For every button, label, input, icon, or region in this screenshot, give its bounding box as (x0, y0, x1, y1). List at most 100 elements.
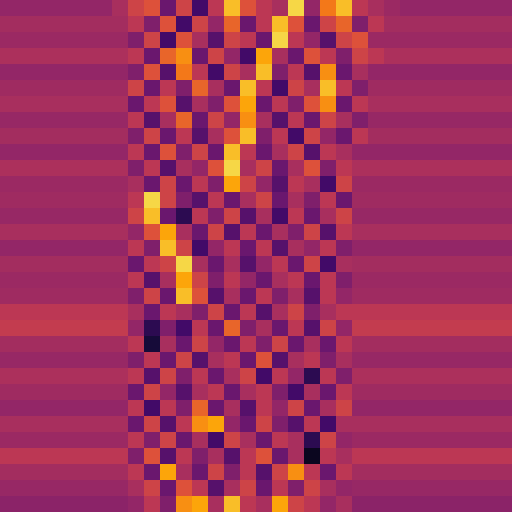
heatmap-cell (112, 208, 129, 225)
heatmap-cell (176, 480, 193, 497)
heatmap-cell (368, 272, 385, 289)
heatmap-cell (128, 48, 145, 65)
heatmap-cell (320, 176, 337, 193)
heatmap-cell (400, 400, 417, 417)
heatmap-cell (400, 32, 417, 49)
heatmap-cell (272, 416, 289, 433)
heatmap-cell (400, 240, 417, 257)
heatmap-cell (480, 144, 497, 161)
heatmap-cell (464, 144, 481, 161)
heatmap-cell (16, 304, 33, 321)
heatmap-cell (352, 464, 369, 481)
heatmap-cell (160, 224, 177, 241)
heatmap-cell (384, 352, 401, 369)
heatmap-cell (464, 336, 481, 353)
heatmap-cell (48, 32, 65, 49)
heatmap-cell (192, 400, 209, 417)
heatmap-cell (256, 112, 273, 129)
heatmap-cell (176, 224, 193, 241)
heatmap-cell (464, 256, 481, 273)
heatmap-cell (192, 272, 209, 289)
heatmap-cell (256, 384, 273, 401)
heatmap-cell (16, 208, 33, 225)
heatmap-cell (384, 80, 401, 97)
heatmap-cell (432, 448, 449, 465)
heatmap-cell (32, 112, 49, 129)
heatmap-cell (416, 32, 433, 49)
heatmap-cell (240, 384, 257, 401)
heatmap-cell (32, 208, 49, 225)
heatmap-cell (256, 320, 273, 337)
heatmap-cell (64, 464, 81, 481)
heatmap-cell (400, 16, 417, 33)
heatmap-cell (112, 384, 129, 401)
heatmap-cell (336, 400, 353, 417)
heatmap-cell (96, 240, 113, 257)
heatmap-cell (96, 416, 113, 433)
heatmap-cell (96, 208, 113, 225)
heatmap-cell (416, 336, 433, 353)
heatmap-cell (0, 32, 17, 49)
heatmap-cell (32, 288, 49, 305)
heatmap-cell (480, 336, 497, 353)
heatmap-cell (80, 464, 97, 481)
heatmap-cell (320, 496, 337, 512)
heatmap-cell (128, 400, 145, 417)
heatmap-cell (224, 208, 241, 225)
heatmap-cell (176, 240, 193, 257)
heatmap-cell (48, 112, 65, 129)
heatmap-cell (48, 368, 65, 385)
heatmap-cell (496, 240, 512, 257)
heatmap-cell (336, 32, 353, 49)
heatmap-cell (176, 368, 193, 385)
heatmap-cell (176, 112, 193, 129)
heatmap-cell (0, 448, 17, 465)
heatmap-cell (272, 80, 289, 97)
heatmap-cell (448, 16, 465, 33)
heatmap-cell (160, 464, 177, 481)
heatmap-cell (16, 224, 33, 241)
heatmap-cell (384, 416, 401, 433)
heatmap-cell (192, 256, 209, 273)
heatmap-cell (480, 464, 497, 481)
heatmap-cell (432, 112, 449, 129)
heatmap-cell (240, 208, 257, 225)
heatmap-cell (160, 304, 177, 321)
heatmap-cell (240, 320, 257, 337)
heatmap-cell (80, 160, 97, 177)
heatmap-cell (112, 288, 129, 305)
heatmap-cell (128, 192, 145, 209)
heatmap-cell (144, 432, 161, 449)
heatmap-cell (96, 128, 113, 145)
heatmap-cell (80, 336, 97, 353)
heatmap-cell (368, 192, 385, 209)
heatmap-cell (288, 384, 305, 401)
heatmap-cell (384, 128, 401, 145)
heatmap-cell (64, 480, 81, 497)
heatmap-cell (496, 0, 512, 17)
heatmap-cell (176, 128, 193, 145)
heatmap-cell (304, 368, 321, 385)
heatmap-cell (16, 448, 33, 465)
heatmap-cell (64, 112, 81, 129)
heatmap-cell (496, 128, 512, 145)
heatmap-cell (496, 96, 512, 113)
heatmap-cell (240, 272, 257, 289)
heatmap-cell (240, 48, 257, 65)
heatmap-cell (144, 336, 161, 353)
heatmap-cell (80, 368, 97, 385)
heatmap-cell (80, 400, 97, 417)
heatmap-cell (416, 496, 433, 512)
heatmap-cell (176, 80, 193, 97)
heatmap-cell (432, 0, 449, 17)
heatmap-cell (160, 160, 177, 177)
heatmap-cell (432, 272, 449, 289)
heatmap-cell (400, 352, 417, 369)
heatmap-cell (144, 384, 161, 401)
heatmap-cell (224, 192, 241, 209)
heatmap-cell (272, 384, 289, 401)
heatmap-cell (208, 112, 225, 129)
heatmap-cell (448, 64, 465, 81)
heatmap-cell (400, 256, 417, 273)
heatmap-cell (304, 32, 321, 49)
